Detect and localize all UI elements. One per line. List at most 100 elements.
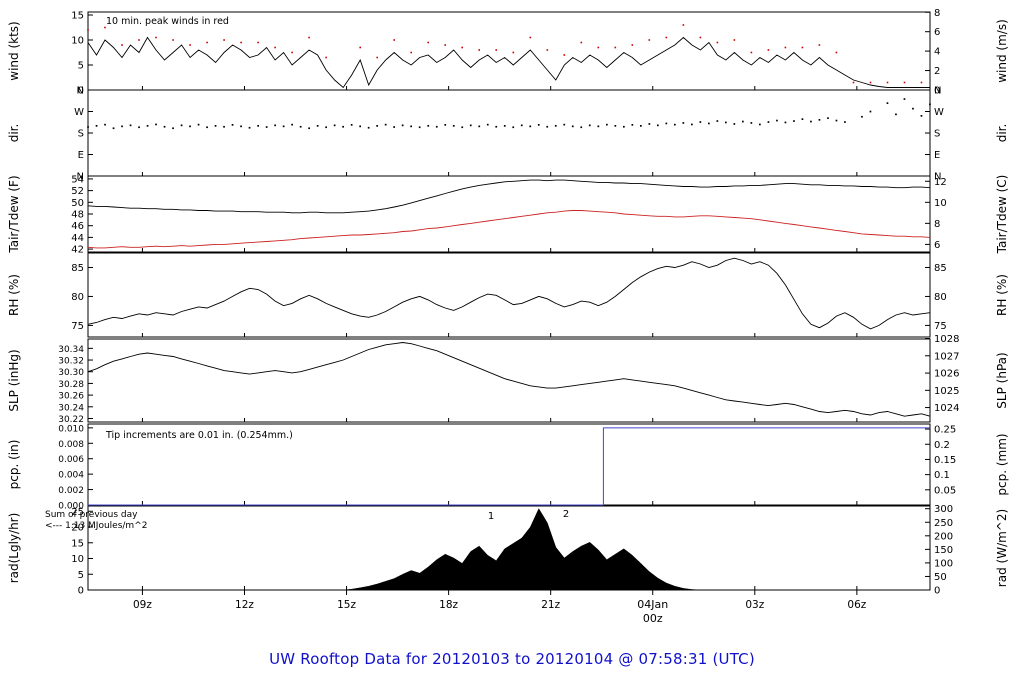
series-wind_direction [87,98,931,130]
annotation: Sum of previous day [45,510,138,520]
axis-title-left: pcp. (in) [7,440,21,490]
xtick-label: 15z [337,599,356,611]
ytick-left: 30.22 [58,415,84,425]
ytick-left: 48 [71,210,84,221]
axis-title-right: wind (m/s) [995,19,1009,83]
ytick-right: 4 [934,47,940,58]
ytick-left: 44 [71,233,84,244]
xtick-label: 09z [133,599,152,611]
axis-title-right: RH (%) [995,274,1009,316]
ytick-right: S [934,129,940,140]
ytick-right: 1028 [934,334,959,345]
ytick-right: 0.05 [934,485,956,496]
ytick-left: 0.000 [58,502,84,512]
ytick-left: 30.24 [58,403,84,413]
xtick-label: 12z [235,599,254,611]
series-dew_point [87,210,931,249]
ytick-right: 75 [934,321,947,332]
series-peak_wind [87,24,923,84]
panel-wind: 0 5 10 15 0 2 4 6 8 wind (kts) wind (m/s) 10 min. p… [7,8,1009,97]
ytick-right: N [934,172,941,183]
axis-title-right: rad (W/m^2) [995,509,1009,587]
panel-rad: 0510152025050100150200250300rad(Lgly/hr)… [7,504,1009,596]
series-solar_radiation [88,508,930,591]
ytick-right: 1024 [934,403,959,414]
axis-title-left: SLP (inHg) [7,349,21,411]
ytick-left: 0 [78,86,84,97]
ytick-left: 0.010 [58,424,84,434]
ytick-left: E [78,150,84,161]
xtick-label: 21z [541,599,560,611]
axis-title-left: rad(Lgly/hr) [7,513,21,584]
ytick-right: 85 [934,263,947,274]
ytick-left: 0.004 [58,471,84,481]
ytick-left: 30.34 [58,345,84,355]
ytick-left: N [77,172,84,183]
axis-title-right: Tair/Tdew (C) [995,175,1009,255]
ytick-right: 250 [934,518,953,529]
ytick-right: 8 [934,8,940,19]
ytick-left: 20 [71,523,84,534]
ytick-left: 25 [71,507,84,518]
ytick-left: 10 [71,554,84,565]
annotation: 2 [563,509,569,520]
ytick-right: N [934,86,941,97]
ytick-left: 30.26 [58,392,84,402]
ytick-right: 0.2 [934,440,950,451]
ytick-left: 15 [71,538,84,549]
series-wind_speed [87,36,930,89]
ytick-left: 5 [78,570,84,581]
ytick-left: 0.008 [58,440,84,450]
ytick-left: 15 [71,11,84,22]
ytick-right: 8 [934,219,940,230]
ytick-right: 0 [934,586,940,597]
axis-title-left: dir. [7,124,21,143]
axis-title-right: dir. [995,124,1009,143]
ytick-left: 80 [71,292,84,303]
ytick-left: 30.28 [58,380,84,390]
annotation: 10 min. peak winds in red [106,16,229,27]
xtick-label: 03z [745,599,764,611]
ytick-left: 50 [71,198,84,209]
ytick-right: 12 [934,177,947,188]
xtick-date: 04Jan [637,598,668,611]
ytick-right: 1025 [934,386,959,397]
axis-title-left: Tair/Tdew (F) [7,175,21,253]
axis-title-right: pcp. (mm) [995,433,1009,495]
axis-title-left: wind (kts) [7,21,21,80]
ytick-left: 0 [78,586,84,597]
ytick-right: 80 [934,292,947,303]
ytick-right: E [934,150,940,161]
annotation: <--- 1.13 MJoules/m^2 [45,521,147,531]
ytick-right: 150 [934,545,953,556]
ytick-right: 6 [934,240,940,251]
xtick-label: 06z [847,599,866,611]
ytick-right: 200 [934,531,953,542]
ytick-right: 100 [934,558,953,569]
ytick-left: 75 [71,321,84,332]
series-precip_accum [88,427,930,506]
ytick-right: 2 [934,66,940,77]
ytick-left: W [74,107,84,118]
ytick-right: 6 [934,27,940,38]
ytick-left: 5 [78,61,84,72]
ytick-right: 10 [934,198,947,209]
ytick-left: 85 [71,263,84,274]
ytick-right: 0.1 [934,470,950,481]
ytick-right: 1027 [934,351,959,362]
xtick-label: 18z [439,599,458,611]
ytick-right: 0 [934,86,940,97]
ytick-right: 50 [934,572,947,583]
ytick-left: 42 [71,245,84,256]
ytick-left: 10 [71,36,84,47]
xtick-label: 00z [643,612,663,625]
axis-title-right: SLP (hPa) [995,352,1009,408]
annotation: 1 [488,511,494,522]
ytick-right: W [934,107,944,118]
ytick-left: 0.006 [58,455,84,465]
ytick-left: 30.32 [58,357,84,367]
